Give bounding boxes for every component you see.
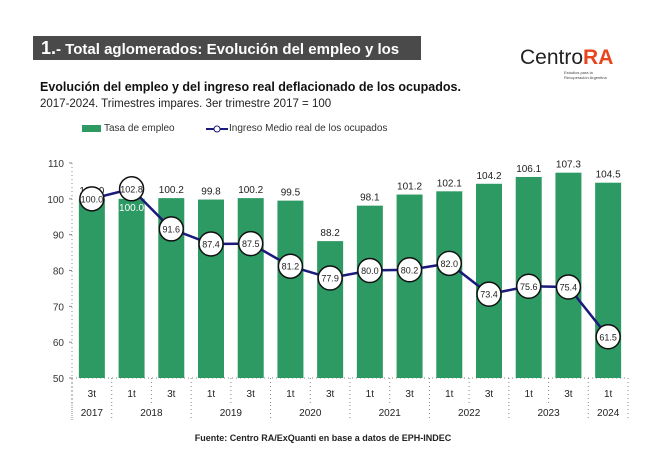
bar-value-label: 106.1 xyxy=(516,164,541,175)
line-marker xyxy=(515,273,542,300)
year-label: 2022 xyxy=(458,408,481,419)
bar-value-label: 107.3 xyxy=(556,160,581,171)
bar-value-label: 99.8 xyxy=(201,187,221,198)
legend-bar-swatch xyxy=(82,125,101,132)
line-marker xyxy=(595,324,621,350)
quarter-label: 1t xyxy=(127,389,136,400)
bar-value-label: 98.1 xyxy=(360,193,380,204)
bar xyxy=(436,191,463,378)
quarter-label: 3t xyxy=(326,389,335,400)
quarter-label: 3t xyxy=(88,389,97,400)
year-label: 2019 xyxy=(220,408,243,419)
bar-value-label: 100.2 xyxy=(238,185,263,196)
line-value-label: 73.4 xyxy=(480,290,498,300)
section-banner: 1.- Total aglomerados: Evolución del emp… xyxy=(33,36,421,82)
line-value-label: 87.4 xyxy=(202,239,220,249)
bar xyxy=(198,199,224,378)
bar-value-label: 100.2 xyxy=(159,185,184,196)
quarter-label: 3t xyxy=(405,389,414,400)
y-tick-label: 110 xyxy=(48,159,64,170)
logo-text: Centro xyxy=(520,46,584,69)
year-label: 2018 xyxy=(140,408,163,419)
line-marker xyxy=(158,216,185,242)
line-marker xyxy=(79,186,105,212)
quarter-label: 3t xyxy=(564,389,573,400)
quarter-label: 1t xyxy=(366,389,375,400)
year-label: 2021 xyxy=(379,408,402,419)
bar-value-label: 101.2 xyxy=(397,182,422,193)
line-value-label: 75.6 xyxy=(520,282,538,292)
section-number: 1. xyxy=(41,38,57,58)
line-marker xyxy=(237,230,264,257)
quarter-label: 1t xyxy=(207,389,216,400)
line-marker xyxy=(277,253,304,279)
line-value-label: 91.6 xyxy=(163,224,181,234)
bar-value-label: 99.5 xyxy=(281,188,301,199)
bar xyxy=(277,200,304,378)
bar-value-label: 104.5 xyxy=(596,170,621,181)
line-value-label: 61.5 xyxy=(599,332,617,342)
y-tick-label: 100 xyxy=(47,195,64,206)
line-marker xyxy=(317,265,343,291)
legend-item-bars: Tasa de empleo xyxy=(82,123,175,134)
line-marker xyxy=(198,231,224,257)
line-value-label: 82.0 xyxy=(441,259,459,269)
source-note: Fuente: Centro RA/ExQuanti en base a dat… xyxy=(194,433,452,443)
line-value-label: 102.8 xyxy=(120,184,143,194)
chart-subtitle: 2017-2024. Trimestres impares. 3er trime… xyxy=(40,98,332,110)
line-marker xyxy=(555,274,582,300)
quarter-label: 1t xyxy=(286,389,295,400)
line-value-label: 100.0 xyxy=(81,194,104,204)
quarter-label: 3t xyxy=(167,389,176,400)
section-title: - Total aglomerados: Evolución del emple… xyxy=(41,41,400,82)
year-label: 2020 xyxy=(299,408,322,419)
line-value-label: 80.2 xyxy=(401,265,419,275)
quarter-label: 1t xyxy=(604,389,613,400)
centro-ra-logo: CentroRA Estudios para la Recuperación A… xyxy=(520,46,614,80)
line-marker xyxy=(396,257,423,283)
bar xyxy=(237,198,264,378)
logo-tagline: Estudios para la Recuperación Argentina xyxy=(564,70,607,80)
bar xyxy=(356,205,383,378)
bar-value-label: 88.2 xyxy=(320,228,340,239)
bar-value-label: 104.2 xyxy=(476,171,501,182)
line-value-label: 77.9 xyxy=(321,274,339,284)
legend-line-marker-icon xyxy=(206,125,228,132)
year-label: 2017 xyxy=(81,408,104,419)
line-marker xyxy=(476,281,502,307)
logo-accent: RA xyxy=(583,46,614,69)
bar xyxy=(317,241,344,378)
bar xyxy=(118,198,145,378)
quarter-label: 3t xyxy=(485,389,494,400)
line-marker xyxy=(436,250,463,277)
chart-title: Evolución del empleo y del ingreso real … xyxy=(40,80,461,94)
line-value-label: 87.5 xyxy=(242,239,260,249)
y-tick-label: 50 xyxy=(53,374,65,385)
line-value-label: 80.0 xyxy=(361,266,379,276)
y-tick-label: 90 xyxy=(53,231,65,242)
line-value-label: 75.4 xyxy=(560,282,578,292)
year-label: 2023 xyxy=(537,408,560,419)
y-tick-label: 70 xyxy=(53,302,65,313)
bar-value-label: 100.0 xyxy=(119,203,144,214)
legend-item-line: Ingreso Medio real de los ocupados xyxy=(206,123,387,134)
line-marker xyxy=(118,176,145,202)
y-tick-label: 80 xyxy=(53,267,65,278)
bar xyxy=(396,194,423,378)
bar xyxy=(78,198,105,378)
quarter-label: 1t xyxy=(445,389,454,400)
bar xyxy=(476,183,502,378)
year-label: 2024 xyxy=(597,408,620,419)
y-tick-label: 60 xyxy=(53,338,65,349)
quarter-label: 1t xyxy=(525,389,534,400)
legend-label: Tasa de empleo xyxy=(104,123,175,134)
line-value-label: 81.2 xyxy=(282,262,300,272)
legend-label: Ingreso Medio real de los ocupados xyxy=(229,123,388,134)
line-marker xyxy=(357,257,383,284)
bar-value-label: 102.1 xyxy=(437,178,462,189)
quarter-label: 3t xyxy=(247,389,256,400)
